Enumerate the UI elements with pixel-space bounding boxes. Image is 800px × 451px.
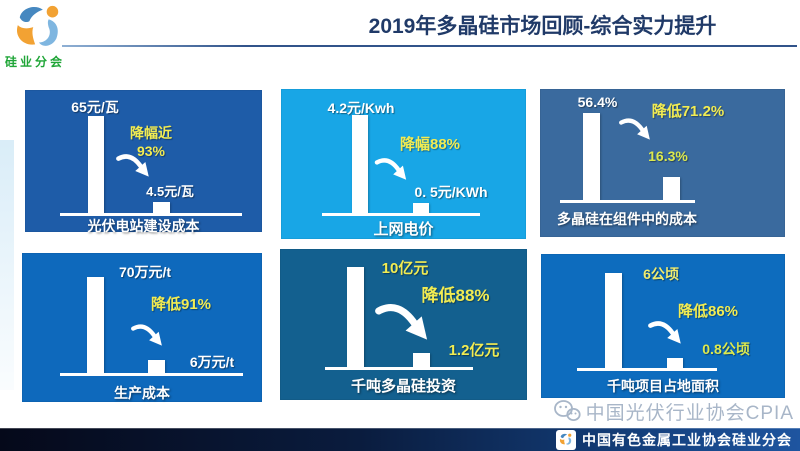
curved-down-arrow-icon [131, 324, 162, 346]
bar-before [352, 115, 368, 213]
bar-after [663, 177, 680, 200]
cpia-watermark: 中国光伏行业协会CPIA [553, 398, 794, 424]
bar-after [148, 360, 165, 373]
before-value: 6公顷 [643, 266, 679, 282]
bar-before [347, 267, 364, 367]
curved-down-arrow-icon [375, 304, 428, 340]
after-value: 6万元/t [189, 354, 235, 370]
wechat-icon [553, 400, 581, 421]
reduction-note: 降幅88% [399, 136, 461, 153]
cpia-watermark-text: 中国光伏行业协会CPIA [585, 402, 794, 424]
panel-caption: 千吨项目占地面积 [607, 378, 719, 394]
bar-before [87, 277, 104, 373]
page-title: 2019年多晶硅市场回顾-综合实力提升 [368, 15, 717, 38]
panel-caption: 千吨多晶硅投资 [350, 378, 456, 395]
panel-pv-plant-construction-cost: 65元/瓦 降幅近 93% 4.5元/瓦 光伏电站建设成本 [25, 90, 262, 234]
silicon-association-mini-logo-icon [556, 430, 576, 450]
bar-before [88, 116, 104, 213]
before-value: 10亿元 [381, 260, 429, 277]
after-value: 4.5元/瓦 [146, 184, 194, 199]
panel-per-kiloton-land-area: 6公顷 降低86% 0.8公顷 千吨项目占地面积 [541, 254, 785, 398]
bar-after [667, 358, 683, 368]
panel-caption: 光伏电站建设成本 [87, 218, 200, 234]
after-value: 0.8公顷 [702, 341, 750, 357]
before-value: 4.2元/Kwh [327, 100, 395, 116]
curved-down-arrow-icon [374, 158, 407, 180]
axis-baseline [60, 213, 242, 216]
panel-caption: 上网电价 [373, 221, 434, 238]
axis-baseline [322, 213, 480, 216]
reduction-note: 降低86% [677, 303, 739, 320]
panel-production-cost: 70万元/t 降低91% 6万元/t 生产成本 [22, 253, 262, 402]
before-value: 56.4% [577, 94, 618, 110]
footer-band: 中国有色金属工业协会硅业分会 [0, 428, 800, 451]
curved-down-arrow-icon [648, 321, 681, 344]
axis-baseline [577, 368, 717, 371]
bar-after [153, 202, 170, 213]
reduction-note: 降低88% [421, 286, 490, 305]
silicon-association-logo-icon [16, 5, 59, 46]
bar-after [413, 203, 429, 213]
reduction-note: 降幅近 93% [130, 125, 172, 160]
panel-polysilicon-share-in-module-cost: 56.4% 降低71.2% 16.3% 多晶硅在组件中的成本 [540, 89, 785, 237]
after-value: 0. 5元/KWh [414, 184, 488, 200]
panel-per-kiloton-investment: 10亿元 降低88% 1.2亿元 千吨多晶硅投资 [280, 249, 527, 400]
bar-before [583, 113, 600, 200]
panel-caption: 多晶硅在组件中的成本 [557, 211, 697, 227]
logo-caption: 硅业分会 [5, 55, 66, 69]
title-underline [62, 45, 797, 47]
axis-baseline [560, 200, 695, 203]
panel-grid-electricity-price: 4.2元/Kwh 降幅88% 0. 5元/KWh 上网电价 [281, 89, 526, 239]
curved-down-arrow-icon [619, 118, 650, 140]
after-value: 16.3% [648, 148, 688, 164]
before-value: 65元/瓦 [71, 99, 119, 115]
panel-caption: 生产成本 [114, 385, 170, 401]
before-value: 70万元/t [118, 264, 172, 280]
reduction-note: 降低71.2% [651, 103, 725, 120]
reduction-note: 降低91% [150, 296, 212, 313]
after-value: 1.2亿元 [448, 342, 500, 359]
axis-baseline [60, 373, 243, 376]
curved-down-arrow-icon [116, 154, 149, 177]
axis-baseline [325, 367, 473, 370]
bar-after [413, 353, 430, 367]
left-edge-watermark [0, 140, 14, 390]
footer-association-text: 中国有色金属工业协会硅业分会 [582, 432, 792, 448]
bar-before [605, 273, 622, 368]
